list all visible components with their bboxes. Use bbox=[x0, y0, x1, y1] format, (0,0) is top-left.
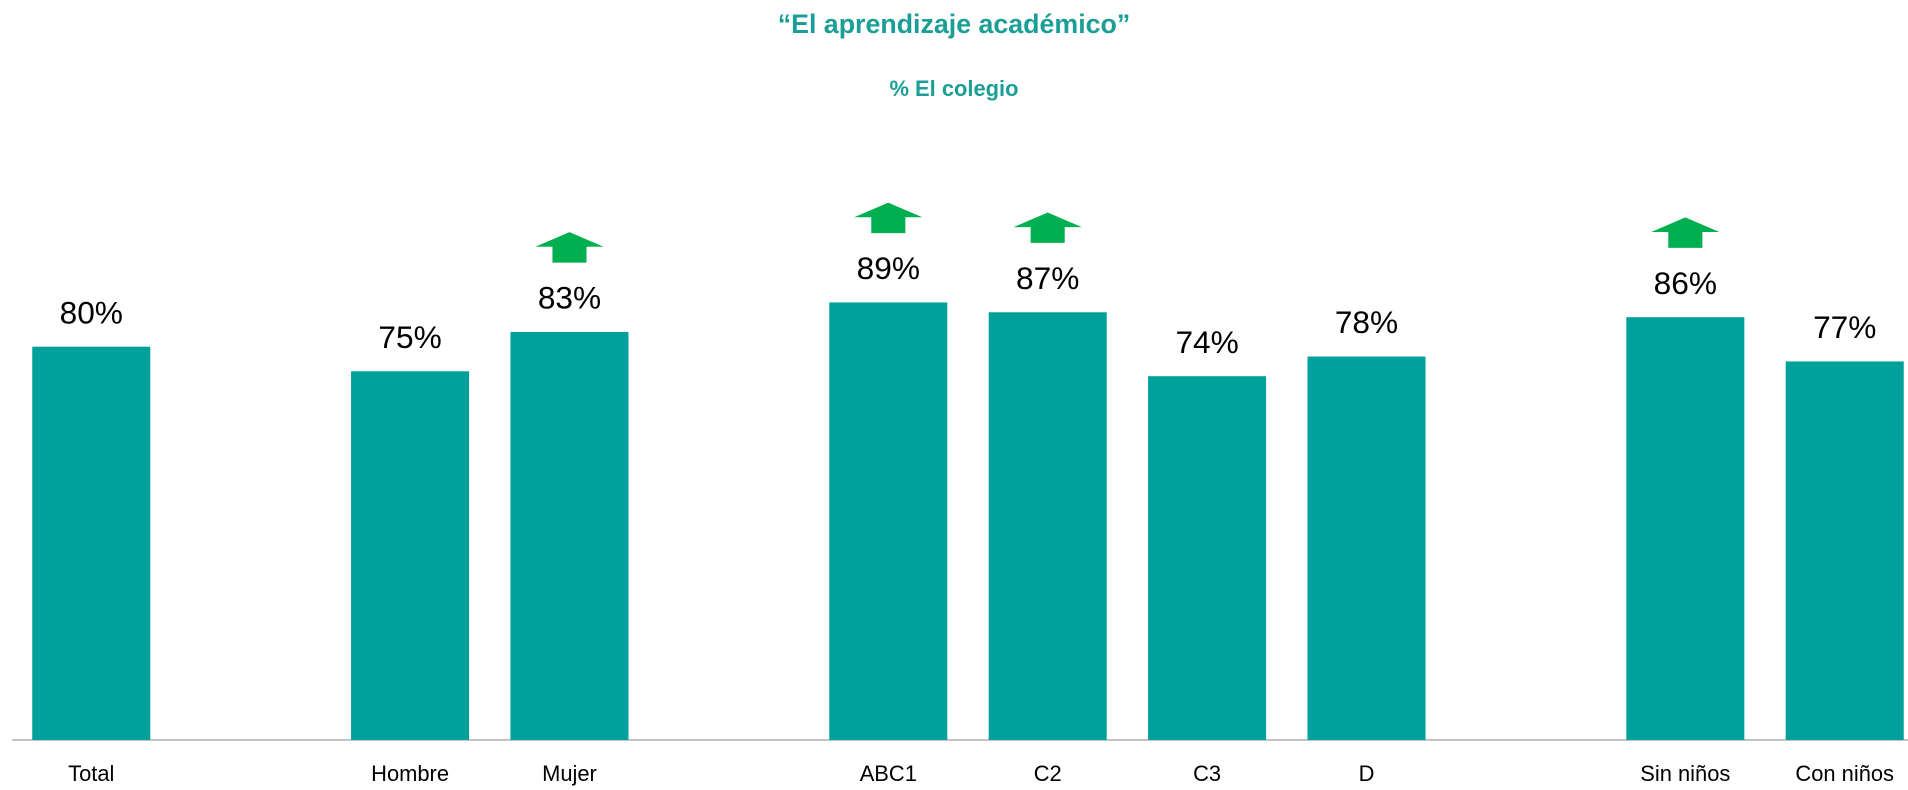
bar bbox=[1785, 361, 1904, 740]
bar bbox=[32, 346, 151, 740]
value-label: 89% bbox=[857, 250, 920, 286]
x-tick-label: Con niños bbox=[1795, 761, 1894, 786]
up-arrow bbox=[535, 232, 604, 263]
value-label: 78% bbox=[1335, 304, 1398, 340]
chart-subtitle: % El colegio bbox=[890, 76, 1019, 101]
bar bbox=[988, 312, 1107, 740]
bar bbox=[351, 371, 470, 740]
up-arrow bbox=[854, 202, 923, 234]
bar bbox=[510, 331, 629, 740]
bar bbox=[1148, 376, 1267, 740]
value-label: 87% bbox=[1016, 260, 1079, 296]
x-tick-label: D bbox=[1359, 761, 1375, 786]
x-tick-label: C2 bbox=[1034, 761, 1062, 786]
value-label: 75% bbox=[378, 319, 441, 355]
value-label: 80% bbox=[60, 294, 123, 330]
x-tick-label: Total bbox=[68, 761, 114, 786]
value-label: 83% bbox=[538, 280, 601, 316]
value-label: 77% bbox=[1813, 309, 1876, 345]
x-tick-label: Hombre bbox=[371, 761, 449, 786]
bar bbox=[829, 302, 948, 740]
x-tick-label: Mujer bbox=[542, 761, 597, 786]
chart-title: “El aprendizaje académico” bbox=[778, 9, 1131, 39]
bar bbox=[1307, 356, 1426, 740]
up-arrow bbox=[1013, 212, 1082, 243]
x-tick-label: ABC1 bbox=[860, 761, 917, 786]
value-label: 74% bbox=[1175, 324, 1238, 360]
value-label: 86% bbox=[1654, 265, 1717, 301]
bar bbox=[1626, 317, 1745, 740]
x-tick-label: C3 bbox=[1193, 761, 1221, 786]
up-arrow bbox=[1651, 217, 1720, 248]
x-tick-label: Sin niños bbox=[1640, 761, 1730, 786]
